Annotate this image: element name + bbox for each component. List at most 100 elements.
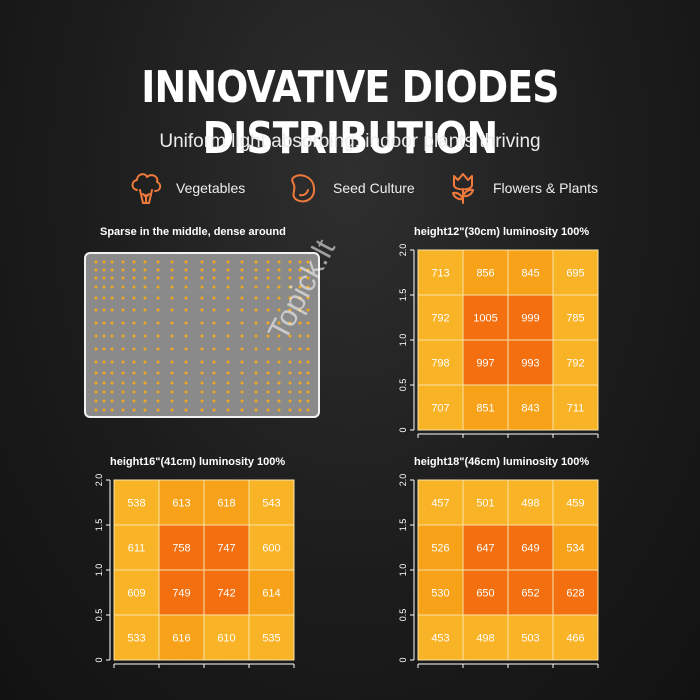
heatmap-cell-value: 498 <box>521 498 539 510</box>
diode-dot <box>240 308 244 312</box>
diode-dot <box>121 296 125 300</box>
diode-dot <box>132 308 136 312</box>
diode-dot <box>102 285 106 289</box>
heatmap-cell <box>552 339 599 386</box>
diode-dot <box>277 260 281 264</box>
diode-dot <box>298 408 302 412</box>
heatmap-cell-value: 610 <box>217 633 235 645</box>
heatmap-cell-value: 993 <box>521 358 539 370</box>
diode-dot <box>306 285 310 289</box>
diode-dot <box>226 321 230 325</box>
diode-dot <box>254 321 258 325</box>
heatmap-cell-value: 501 <box>476 498 494 510</box>
diode-dot <box>184 268 188 272</box>
diode-dot <box>254 276 258 280</box>
y-tick-label: 1.5 <box>398 519 408 532</box>
diode-dot <box>200 260 204 264</box>
diode-dot <box>94 285 98 289</box>
diode-dot <box>298 390 302 394</box>
heatmap-cell-value: 628 <box>566 588 584 600</box>
diode-dot <box>94 276 98 280</box>
diode-dot <box>298 296 302 300</box>
diode-dot <box>288 360 292 364</box>
diode-dot <box>132 347 136 351</box>
diode-dot <box>266 334 270 338</box>
diode-dot <box>143 260 147 264</box>
diode-dot <box>200 360 204 364</box>
heatmap-cell-value: 466 <box>566 633 584 645</box>
diode-dot <box>184 334 188 338</box>
heatmap-cell <box>507 524 554 571</box>
diode-dot <box>266 347 270 351</box>
heatmap-cell-value: 792 <box>431 313 449 325</box>
diode-dot <box>288 399 292 403</box>
diode-dot <box>306 347 310 351</box>
feature-label: Vegetables <box>176 180 246 196</box>
diode-dot <box>288 285 292 289</box>
heatmap-12in: 713 856 845 695 792 1005 999 785 798 997 993 792 707… <box>386 242 626 452</box>
heatmap-cell-value: 845 <box>521 268 539 280</box>
heatmap-18in: 457 501 498 459 526 647 649 534 530 650 652 628 453 4… <box>386 472 626 682</box>
y-tick-label: 0.5 <box>94 609 104 622</box>
diode-dot <box>102 260 106 264</box>
heatmap-cell-value: 543 <box>262 498 280 510</box>
diode-dot <box>288 268 292 272</box>
diode-dot <box>212 347 216 351</box>
diode-dot <box>121 360 125 364</box>
diode-dot <box>184 371 188 375</box>
diode-dot <box>298 308 302 312</box>
heatmap-cell-value: 613 <box>172 498 190 510</box>
page-title: INNOVATIVE DIODES DISTRIBUTION <box>141 62 559 164</box>
diode-dot <box>156 308 160 312</box>
heatmap-cell <box>158 614 205 661</box>
diode-dot <box>200 399 204 403</box>
diode-dot <box>94 381 98 385</box>
diode-dot <box>212 390 216 394</box>
diode-dot <box>156 260 160 264</box>
heatmap-cell-value: 856 <box>476 268 494 280</box>
diode-dot <box>306 268 310 272</box>
diode-dot <box>143 360 147 364</box>
y-tick-label: 1.5 <box>94 519 104 532</box>
diode-dot <box>94 308 98 312</box>
feature-vegetables: Vegetables <box>126 168 245 208</box>
heatmap-cell <box>507 294 554 341</box>
heatmap-cell <box>507 339 554 386</box>
diode-dot <box>184 390 188 394</box>
diode-dot <box>184 260 188 264</box>
diode-dot <box>266 321 270 325</box>
diode-dot <box>121 390 125 394</box>
diode-dot <box>254 360 258 364</box>
diode-dot <box>306 321 310 325</box>
diode-dot <box>277 334 281 338</box>
diode-dot <box>132 260 136 264</box>
diode-dot <box>200 321 204 325</box>
diode-dot <box>277 285 281 289</box>
diode-dot <box>226 360 230 364</box>
diode-dot <box>306 390 310 394</box>
diode-dot <box>156 371 160 375</box>
diode-dot <box>184 321 188 325</box>
diode-dot <box>184 296 188 300</box>
heatmap-cell <box>507 249 554 296</box>
diode-dot <box>212 408 216 412</box>
diode-dot <box>102 371 106 375</box>
diode-dot <box>240 390 244 394</box>
heatmap-cell-value: 749 <box>172 588 190 600</box>
diode-dot <box>156 276 160 280</box>
diode-dot <box>102 347 106 351</box>
y-tick-label: 1.0 <box>94 564 104 577</box>
diode-dot <box>184 381 188 385</box>
diode-dot <box>226 347 230 351</box>
diode-dot <box>212 360 216 364</box>
heatmap-cell-value: 785 <box>566 313 584 325</box>
diode-dot <box>94 390 98 394</box>
diode-dot <box>200 390 204 394</box>
diode-dot <box>254 381 258 385</box>
diode-dot <box>121 260 125 264</box>
diode-dot <box>254 371 258 375</box>
y-tick-label: 0 <box>398 427 408 432</box>
diode-dot <box>298 371 302 375</box>
diode-dot <box>143 390 147 394</box>
diode-dot <box>200 268 204 272</box>
